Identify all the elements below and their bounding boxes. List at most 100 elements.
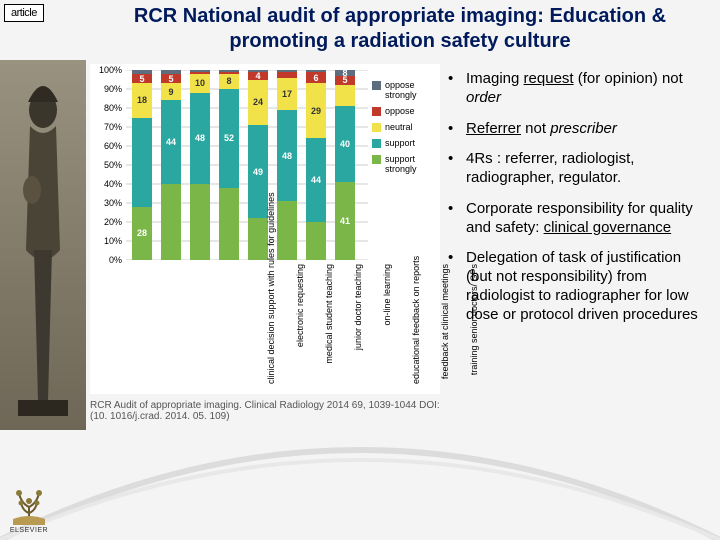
legend-label: oppose	[385, 106, 415, 116]
bar-segment	[277, 72, 297, 78]
bar-segment	[190, 70, 210, 72]
x-tick-label: medical student teaching	[324, 264, 334, 384]
article-badge: article	[4, 4, 44, 22]
x-tick-label: electronic requesting	[295, 264, 305, 384]
bullet-list: •Imaging request (for opinion) not order…	[448, 70, 710, 336]
legend-label: neutral	[385, 122, 413, 132]
bar-segment: 17	[277, 78, 297, 110]
bar-column: 44296	[306, 70, 326, 260]
bar-column: 4817	[277, 70, 297, 260]
bar-segment: 48	[277, 110, 297, 201]
bar-segment: 44	[161, 100, 181, 184]
statue-image	[0, 60, 86, 430]
legend-label: support	[385, 138, 415, 148]
bar-segment	[306, 70, 326, 72]
bullet-text: Delegation of task of justification (but…	[466, 249, 710, 324]
bar-segment	[219, 70, 239, 72]
bar-segment	[161, 70, 181, 74]
legend-item: oppose strongly	[372, 80, 438, 100]
y-tick-label: 90%	[104, 84, 122, 94]
y-tick-label: 40%	[104, 179, 122, 189]
bar-column: 414058	[335, 70, 355, 260]
legend-item: neutral	[372, 122, 438, 132]
legend-swatch	[372, 123, 381, 132]
bullet-text: Imaging request (for opinion) not order	[466, 70, 710, 108]
bar-segment: 4	[248, 72, 268, 80]
legend-swatch	[372, 139, 381, 148]
bar-segment	[248, 218, 268, 260]
bar-segment: 52	[219, 89, 239, 188]
bar-segment	[219, 72, 239, 74]
bar-segment	[248, 70, 268, 72]
bullet-dot: •	[448, 120, 466, 139]
legend-label: support strongly	[385, 154, 438, 174]
bar-column: 28 185	[132, 70, 152, 260]
bar-column: 4495	[161, 70, 181, 260]
bar-segment	[335, 85, 355, 106]
slide: article RCR National audit of appropriat…	[0, 0, 720, 540]
bar-segment: 8	[219, 74, 239, 89]
legend-item: support strongly	[372, 154, 438, 174]
x-axis-labels: clinical decision support with rules for…	[126, 264, 368, 388]
bullet-item: •Delegation of task of justification (bu…	[448, 249, 710, 324]
bullet-dot: •	[448, 249, 466, 324]
y-tick-label: 60%	[104, 141, 122, 151]
bullet-dot: •	[448, 200, 466, 238]
bullet-text: Referrer not prescriber	[466, 120, 710, 139]
bullet-dot: •	[448, 70, 466, 108]
bar-column: 4810	[190, 70, 210, 260]
bar-segment: 9	[161, 83, 181, 100]
y-tick-label: 50%	[104, 160, 122, 170]
y-tick-label: 70%	[104, 122, 122, 132]
y-tick-label: 30%	[104, 198, 122, 208]
bar-column: 49244	[248, 70, 268, 260]
bullet-item: •Corporate responsibility for quality an…	[448, 200, 710, 238]
y-tick-label: 10%	[104, 236, 122, 246]
bar-segment	[277, 70, 297, 72]
legend-swatch	[372, 107, 381, 116]
x-tick-label: on-line learning	[382, 264, 392, 384]
x-tick-label: educational feedback on reports	[411, 264, 421, 384]
bar-segment	[219, 188, 239, 260]
x-tick-label: junior doctor teaching	[353, 264, 363, 384]
bar-segment: 49	[248, 125, 268, 218]
bar-segment: 44	[306, 138, 326, 222]
bar-segment	[306, 222, 326, 260]
bar-segment: 5	[132, 74, 152, 84]
bar-segment: 6	[306, 72, 326, 83]
bullet-item: •4Rs : referrer, radiologist, radiograph…	[448, 150, 710, 188]
legend-swatch	[372, 81, 381, 90]
y-tick-label: 80%	[104, 103, 122, 113]
bullet-item: •Imaging request (for opinion) not order	[448, 70, 710, 108]
bar-segment: 10	[190, 74, 210, 93]
chart-plot: 281854495481052849244481744296414058	[126, 70, 368, 260]
bar-segment	[277, 201, 297, 260]
bar-segment	[190, 184, 210, 260]
legend-item: oppose	[372, 106, 438, 116]
bullet-dot: •	[448, 150, 466, 188]
bar-segment: 18	[132, 83, 152, 117]
slide-title: RCR National audit of appropriate imagin…	[90, 4, 710, 54]
legend-swatch	[372, 155, 381, 164]
elsevier-logo: ELSEVIER	[6, 476, 52, 534]
bullet-text: Corporate responsibility for quality and…	[466, 200, 710, 238]
bar-segment: 5	[161, 74, 181, 84]
citation-text: RCR Audit of appropriate imaging. Clinic…	[90, 400, 440, 422]
bullet-item: •Referrer not prescriber	[448, 120, 710, 139]
bar-segment: 24	[248, 80, 268, 126]
bar-segment: 41	[335, 182, 355, 260]
bar-column: 528	[219, 70, 239, 260]
bar-segment: 29	[306, 83, 326, 138]
bar-segment: 28	[132, 207, 152, 260]
bullet-text: 4Rs : referrer, radiologist, radiographe…	[466, 150, 710, 188]
bar-segment: 8	[335, 70, 355, 76]
stacked-bar-chart: 0%10%20%30%40%50%60%70%80%90%100% 281854…	[90, 64, 440, 394]
bar-segment	[132, 118, 152, 207]
chart-bars: 281854495481052849244481744296414058	[126, 70, 368, 260]
tree-icon	[7, 483, 51, 527]
y-tick-label: 100%	[99, 65, 122, 75]
x-tick-label: clinical decision support with rules for…	[266, 264, 276, 384]
elsevier-label: ELSEVIER	[10, 527, 48, 534]
legend-item: support	[372, 138, 438, 148]
bar-segment	[132, 70, 152, 74]
